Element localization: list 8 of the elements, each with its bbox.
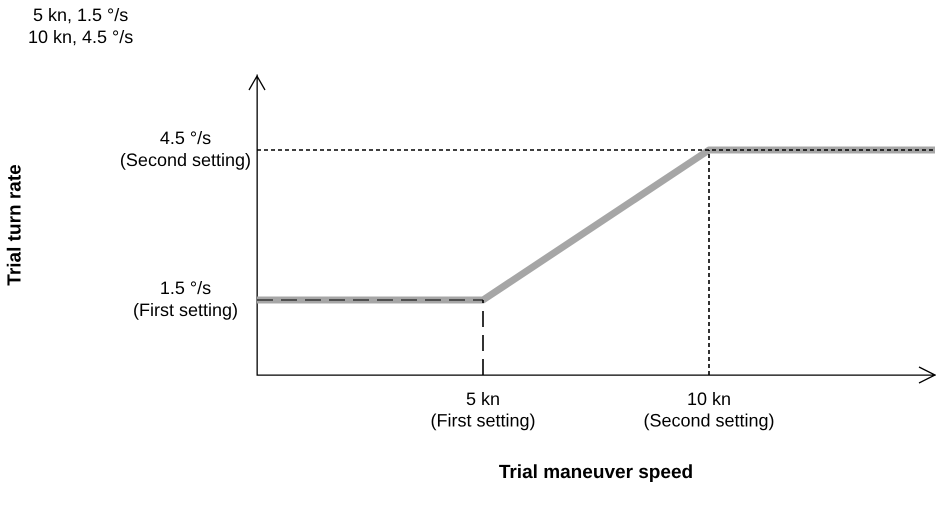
y-axis-title: Trial turn rate	[4, 164, 26, 286]
y-tick-label: 4.5 °/s (Second setting)	[120, 128, 252, 170]
x-tick-label: 10 kn (Second setting)	[643, 388, 775, 430]
x-tick-label: 5 kn (First setting)	[430, 388, 536, 430]
text: 10 kn, 4.5 °/s	[28, 26, 134, 48]
y-tick-label: 1.5 °/s (First setting)	[132, 278, 238, 320]
x-axis-title: Trial maneuver speed	[498, 462, 694, 483]
text: 5 kn, 1.5 °/s	[32, 4, 130, 26]
